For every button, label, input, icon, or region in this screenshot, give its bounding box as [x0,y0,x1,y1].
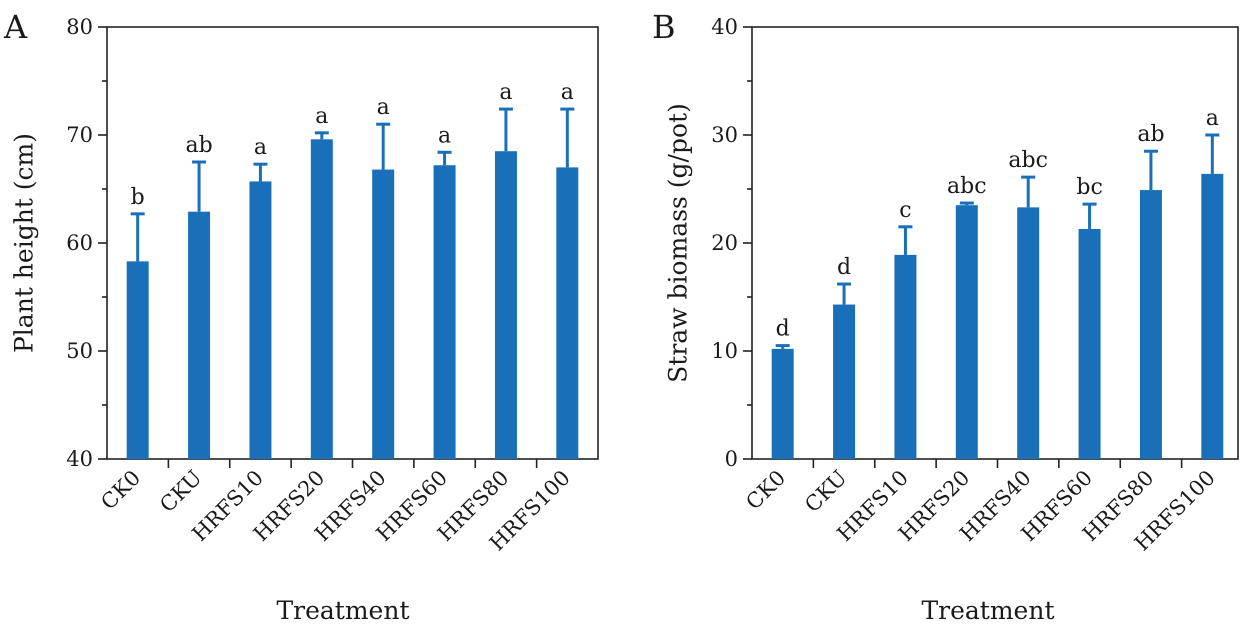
bar-hrfs10 [894,254,917,459]
bar-hrfs40 [372,169,395,459]
bar-hrfs60 [1078,228,1101,459]
x-tick-label: CKU [800,466,851,517]
panel-label: B [652,8,676,46]
panel-a: A4050607080bCK0abCKUaHRFS10aHRFS20aHRFS4… [3,8,599,625]
bar-hrfs80 [1139,190,1162,459]
significance-label: ab [185,133,212,158]
y-tick-label: 50 [66,339,93,363]
significance-label: ab [1137,122,1164,147]
y-tick-label: 80 [66,15,93,39]
bar-hrfs40 [1017,207,1040,459]
y-axis-title: Plant height (cm) [10,133,39,353]
y-tick-label: 0 [725,447,738,471]
significance-label: c [899,198,911,223]
y-tick-label: 40 [711,15,738,39]
x-tick-label: CKU [155,466,206,517]
significance-label: a [561,80,574,105]
bar-cku [833,304,856,459]
x-tick-label: CK0 [96,466,145,515]
panel-label: A [3,8,28,46]
y-tick-label: 60 [66,231,93,255]
bar-hrfs10 [249,181,272,459]
significance-label: a [1206,106,1219,131]
bar-ck0 [126,261,149,459]
y-tick-label: 70 [66,123,93,147]
panel-b: B010203040dCK0dCKUcHRFS10abcHRFS20abcHRF… [652,8,1239,625]
significance-label: a [438,123,451,148]
bar-hrfs20 [310,139,333,459]
bar-ck0 [771,348,794,459]
y-tick-label: 30 [711,123,738,147]
bar-hrfs100 [556,167,579,459]
y-axis-title: Straw biomass (g/pot) [664,103,693,383]
significance-label: abc [947,174,987,199]
x-tick-label: CK0 [741,466,790,515]
x-axis-title: Treatment [276,596,409,625]
significance-label: d [837,255,851,280]
significance-label: abc [1008,148,1048,173]
x-axis-title: Treatment [921,596,1054,625]
bar-hrfs80 [494,151,517,459]
y-tick-label: 40 [66,447,93,471]
significance-label: a [499,80,512,105]
y-tick-label: 20 [711,231,738,255]
significance-label: a [377,95,390,120]
significance-label: bc [1076,175,1102,200]
significance-label: a [254,135,267,160]
significance-label: a [315,104,328,129]
bar-hrfs100 [1201,173,1224,459]
plot-frame [751,26,1239,460]
bar-hrfs60 [433,165,456,460]
significance-label: b [131,185,145,210]
bar-hrfs20 [955,205,978,459]
plot-frame [106,26,599,460]
y-tick-label: 10 [711,339,738,363]
significance-label: d [776,317,790,342]
bar-cku [188,211,211,459]
